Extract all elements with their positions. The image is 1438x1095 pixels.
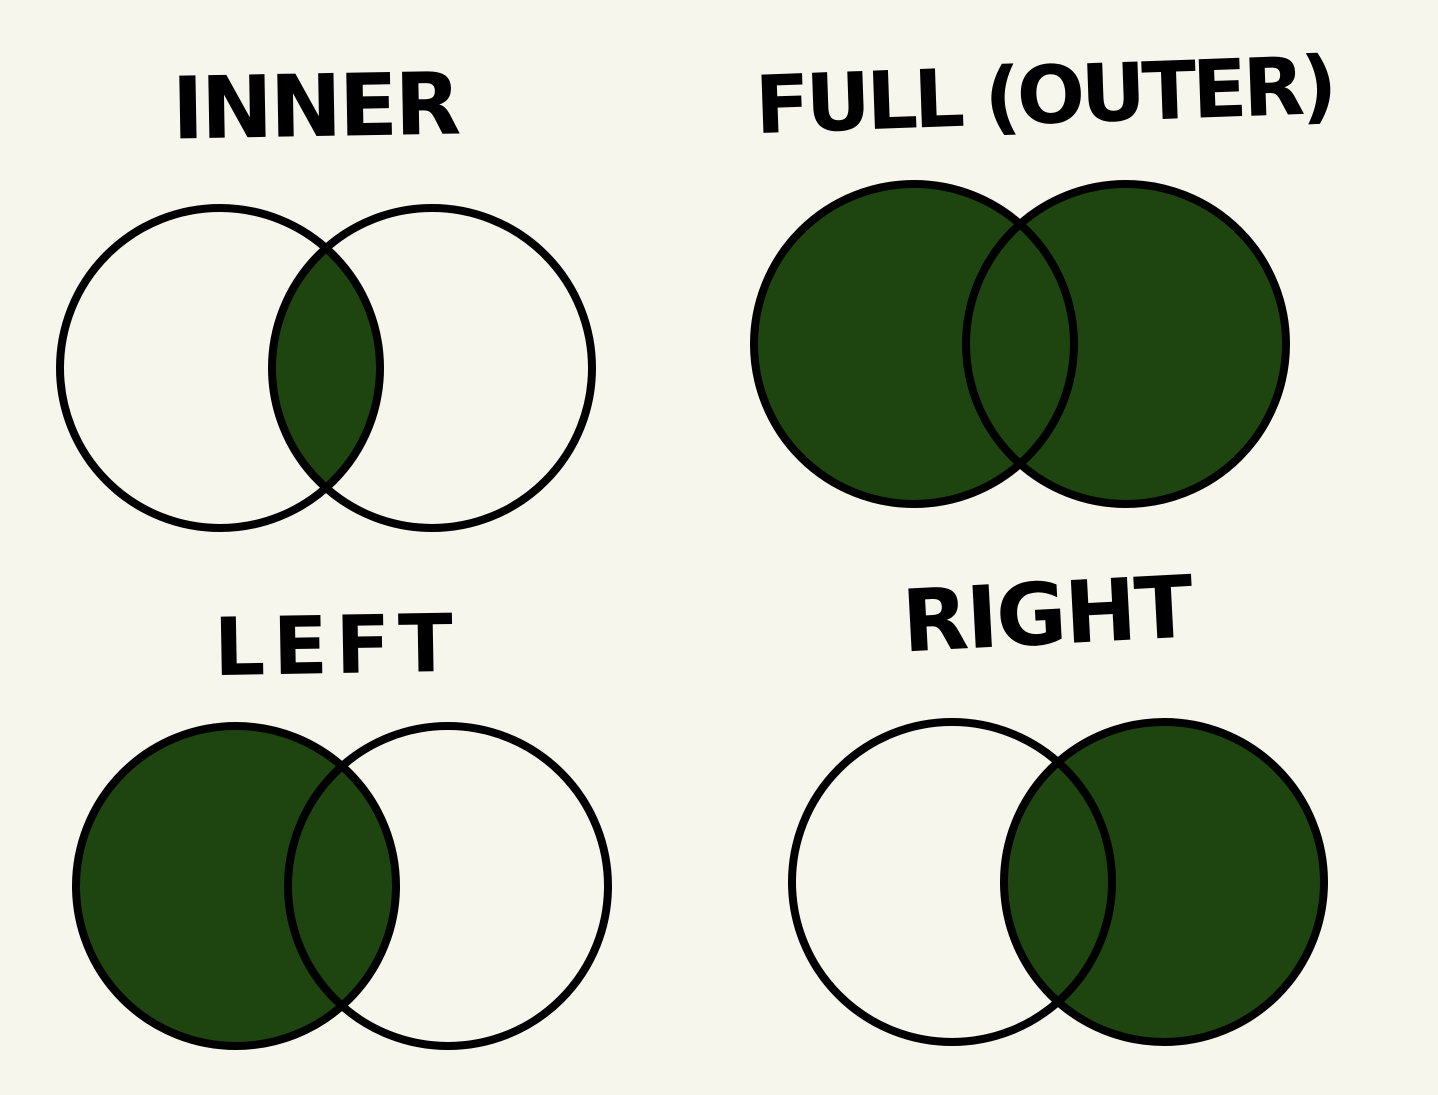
right-set-outline [284,722,612,1050]
left-set-outline [72,722,400,1050]
intersection-region [272,208,380,528]
right-set-outline [1000,718,1328,1046]
left-set-outline [788,718,1116,1046]
right-set-outline [268,204,596,532]
intersection-region [1004,722,1112,1042]
right-set-outline [962,180,1290,508]
intersection-region [966,184,1074,504]
intersection-region [288,726,396,1046]
left-set-outline [750,180,1078,508]
left-set-outline [56,204,384,532]
